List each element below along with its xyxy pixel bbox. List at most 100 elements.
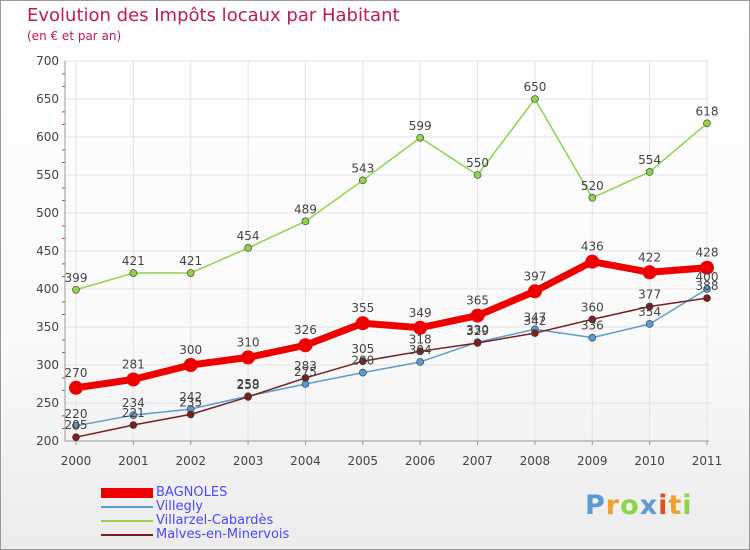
y-tick-label: 550 [36,168,59,182]
data-label: 242 [179,390,202,404]
data-point [703,285,711,293]
data-label: 618 [696,104,719,118]
logo-letter: t [668,490,683,521]
data-label: 355 [351,301,374,315]
y-tick-label: 250 [36,396,59,410]
x-tick-label: 2003 [233,454,264,468]
data-label: 259 [237,377,260,391]
data-label: 489 [294,202,317,216]
data-point [703,294,711,302]
data-point [69,380,83,395]
data-label: 400 [696,270,719,284]
data-point [413,320,428,335]
proxiti-logo: Proxiti [585,490,693,521]
data-label: 326 [294,323,317,337]
data-label: 205 [65,418,88,432]
data-point [244,393,252,401]
x-tick-label: 2008 [520,454,551,468]
data-label: 421 [122,254,145,268]
data-point [301,374,310,382]
data-label: 342 [523,314,546,328]
data-label: 304 [409,343,432,357]
data-label: 397 [523,269,546,283]
data-point [301,217,310,226]
data-label: 235 [179,395,202,409]
data-label: 305 [351,342,374,356]
data-point [359,368,367,377]
legend-item: BAGNOLES [101,486,401,500]
legend-label: Villegly [156,499,203,514]
data-point [244,244,252,252]
data-point [129,269,138,277]
data-label: 290 [351,354,374,368]
y-tick-label: 300 [36,358,59,372]
data-label: 650 [523,80,546,94]
legend-swatch [101,488,153,498]
data-point [416,358,424,366]
y-tick-label: 650 [36,92,59,106]
data-point [585,254,600,269]
y-tick-label: 400 [36,282,59,296]
x-tick-label: 2001 [118,454,149,468]
series-line-villegly [75,288,708,427]
logo-letter: i [682,490,693,521]
data-label: 281 [122,357,145,371]
x-tick-label: 2000 [61,454,92,468]
x-tick-label: 2009 [577,454,608,468]
x-tick-label: 2006 [405,454,436,468]
data-label: 520 [581,179,604,193]
data-label: 428 [696,246,719,260]
data-point [473,171,482,179]
data-label: 221 [122,406,145,420]
data-label: 599 [409,119,432,133]
data-point [645,168,654,176]
data-label: 422 [638,250,661,264]
y-tick-label: 700 [36,54,59,68]
x-tick-label: 2010 [634,454,665,468]
data-label: 360 [581,300,604,314]
data-label: 336 [581,319,604,333]
data-point [473,339,482,347]
data-point [72,285,80,294]
data-point [588,333,597,342]
data-label: 349 [409,306,432,320]
data-point [183,358,198,372]
data-label: 330 [466,323,489,337]
data-label: 365 [466,294,489,308]
data-point [298,338,313,353]
legend: BAGNOLES Villegly Villarzel-Cabardès Malves… [101,486,401,542]
x-tick-label: 2007 [462,454,493,468]
data-point [531,95,539,103]
legend-swatch [101,520,153,522]
data-label: 436 [581,240,604,254]
data-point [642,265,657,280]
data-point [129,411,138,419]
data-point [186,410,195,419]
data-point [703,119,711,128]
y-tick-label: 450 [36,244,59,258]
data-label: 354 [638,305,661,319]
data-label: 270 [65,366,88,380]
legend-item: Malves-en-Minervois [101,528,401,542]
y-tick-label: 200 [36,434,59,448]
x-tick-label: 2004 [290,454,321,468]
data-point [527,284,542,299]
data-label: 220 [65,407,88,421]
legend-label: BAGNOLES [156,485,228,500]
data-point [700,260,714,275]
data-label: 377 [638,287,661,301]
y-tick-label: 350 [36,320,59,334]
series-line-malves-en-minervois [75,297,708,438]
logo-letter: r [605,490,621,521]
series-line-bagnoles [75,258,708,392]
data-point [241,350,256,365]
data-point [359,176,367,185]
data-point [355,316,370,331]
data-label: 399 [65,271,88,285]
data-point [72,421,80,430]
legend-label: Malves-en-Minervois [156,527,290,542]
data-point [645,302,654,311]
logo-letter: x [639,490,659,521]
